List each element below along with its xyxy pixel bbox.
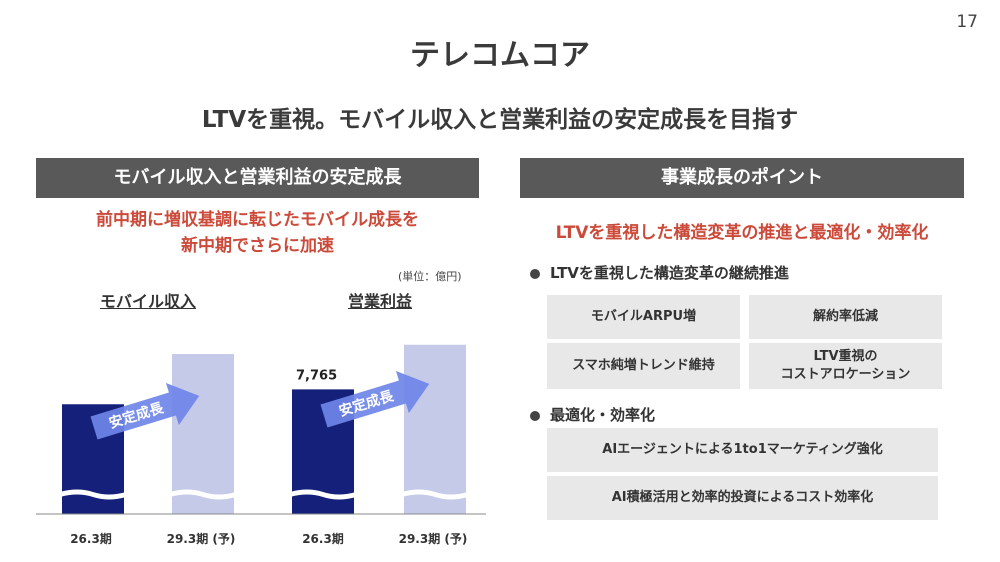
unit-label: (単位：億円) [398, 270, 462, 283]
axis-break-1-1 [402, 489, 468, 500]
left-highlight-line1: 前中期に増収基調に転じたモバイル成長を [96, 210, 419, 230]
point-box-ai-cost: AI積極活用と効率的投資によるコスト効率化 [547, 476, 938, 520]
bullet-section-optimization-label: 最適化・効率化 [550, 406, 656, 424]
point-box-arpu: モバイルARPU増 [547, 295, 740, 339]
chart-mobile-revenue: 安定成長 [60, 354, 236, 514]
bullet-section-ltv: LTVを重視した構造変革の継続推進 [530, 262, 789, 283]
tick-label-c1-1: 29.3期 (予) [398, 532, 468, 546]
tick-label-c0-0: 26.3期 [70, 532, 112, 546]
data-label-1-0: 7,765 [296, 368, 337, 383]
left-panel-header: モバイル収入と営業利益の安定成長 [36, 158, 479, 198]
axis-break-1-0 [290, 489, 356, 500]
bar-1-1 [404, 344, 466, 514]
tick-label-c1-0: 26.3期 [302, 532, 344, 546]
point-box-ai-marketing: AIエージェントによる1to1マーケティング強化 [547, 428, 938, 472]
page-title: テレコムコア [410, 38, 590, 73]
chart-title-mobile-revenue: モバイル収入 [99, 292, 196, 311]
point-box-cost-allocation: LTV重視の コストアロケーション [749, 343, 942, 389]
axis-break-0-0 [60, 489, 126, 500]
tick-label-c0-1: 29.3期 (予) [166, 532, 236, 546]
page-subtitle: LTVを重視。モバイル収入と営業利益の安定成長を目指す [201, 107, 799, 133]
right-panel-header: 事業成長のポイント [520, 158, 964, 198]
bullet-dot-icon [530, 410, 540, 421]
bullet-dot-icon [530, 268, 540, 279]
bullet-section-optimization: 最適化・効率化 [530, 404, 655, 425]
right-highlight: LTVを重視した構造変革の推進と最適化・効率化 [555, 223, 929, 243]
chart-title-operating-profit: 営業利益 [347, 292, 412, 311]
point-box-churn: 解約率低減 [749, 295, 942, 339]
growth-arrow-shape-1 [320, 370, 430, 428]
bullet-section-ltv-label: LTVを重視した構造変革の継続推進 [550, 264, 789, 282]
bar-0-1 [172, 354, 234, 514]
point-box-smartphone: スマホ純増トレンド維持 [547, 343, 740, 389]
left-highlight-line2: 新中期でさらに加速 [181, 236, 334, 256]
page-number: 17 [956, 12, 978, 32]
axis-break-0-1 [170, 489, 236, 500]
growth-arrow-shape-0 [90, 382, 200, 440]
